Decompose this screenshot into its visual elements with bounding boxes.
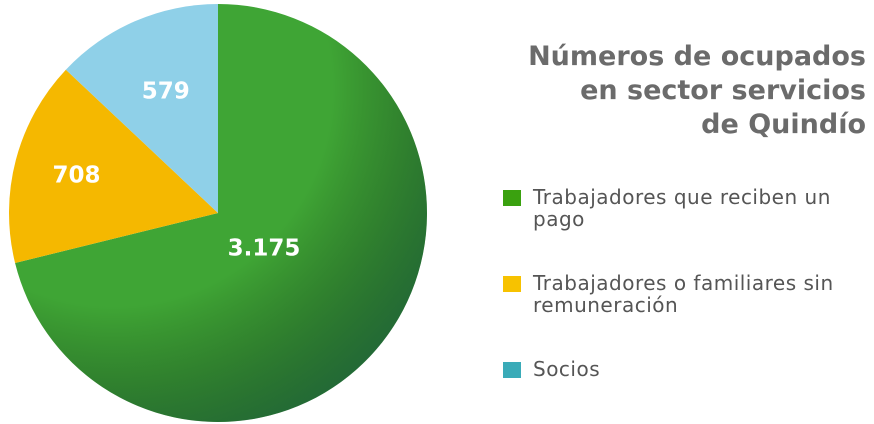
legend-swatch [503,190,521,206]
legend-swatch [503,276,521,292]
legend-item: Trabajadores o familiares sin remuneraci… [503,272,863,358]
title-line: en sector servicios [580,75,866,106]
legend-label: Socios [533,357,601,381]
legend-item: Trabajadores que reciben un pago [503,186,863,272]
legend-swatch [503,362,521,378]
slice-label: 3.175 [228,236,301,262]
chart-title: Números de ocupados en sector servicios de… [528,40,866,142]
legend-item: Socios [503,358,863,424]
legend-label: Trabajadores que reciben un pago [533,185,831,231]
slice-label: 579 [142,79,190,105]
title-line: Números de ocupados [528,41,866,72]
legend-label: Trabajadores o familiares sin remuneraci… [533,271,834,317]
pie-chart: 3.175 708 579 [8,3,428,423]
legend: Trabajadores que reciben un pago Trabajad… [503,186,863,424]
slice-label: 708 [52,162,100,188]
title-line: de Quindío [701,109,866,140]
